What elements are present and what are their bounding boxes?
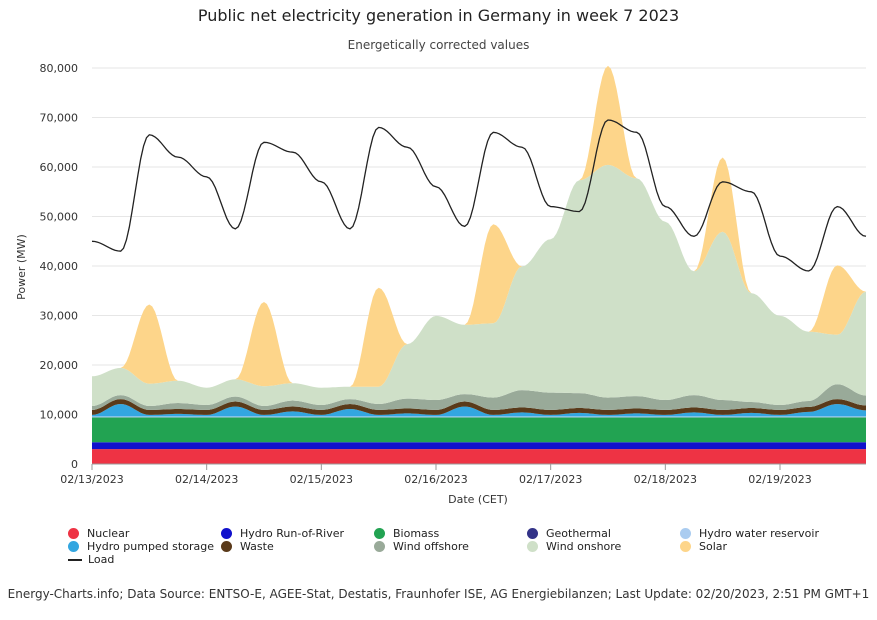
x-tick-label: 02/17/2023 [519,473,582,486]
area-waste [92,399,866,415]
legend: Nuclear Hydro Run-of-River Biomass Geoth… [68,527,868,566]
y-tick-label: 70,000 [40,112,79,125]
y-tick-label: 50,000 [40,211,79,224]
legend-geothermal[interactable]: Geothermal [527,527,680,540]
x-axis: 02/13/2023 02/14/2023 02/15/2023 02/16/2023… [60,463,866,486]
legend-biomass[interactable]: Biomass [374,527,527,540]
footer-source: Energy-Charts.info; Data Source: ENTSO-E… [7,587,870,601]
y-axis-label: Power (MW) [15,234,28,300]
stacked-areas [92,65,866,464]
y-axis: 0 10,000 20,000 30,000 40,000 50,000 60,000 70,… [40,62,79,471]
y-tick-label: 30,000 [40,310,79,323]
area-biomass [92,417,866,443]
x-axis-label: Date (CET) [448,493,508,506]
x-tick-label: 02/19/2023 [748,473,811,486]
legend-wind-onshore[interactable]: Wind onshore [527,540,680,553]
y-tick-label: 40,000 [40,260,79,273]
chart-title: Public net electricity generation in Ger… [197,6,680,25]
legend-solar[interactable]: Solar [680,540,833,553]
legend-hydro-pumped-storage[interactable]: Hydro pumped storage [68,540,221,553]
area-hydro-pumped-storage [92,404,866,417]
load-line-group [91,119,867,272]
chart-subtitle: Energetically corrected values [347,38,530,52]
area-solar [92,65,866,388]
x-tick-label: 02/15/2023 [290,473,353,486]
x-tick-label: 02/16/2023 [404,473,467,486]
legend-hydro-water-reservoir[interactable]: Hydro water reservoir [680,527,833,540]
legend-waste[interactable]: Waste [221,540,374,553]
legend-hydro-run-of-river[interactable]: Hydro Run-of-River [221,527,374,540]
load-line [91,119,867,272]
area-wind-offshore [92,384,866,410]
y-tick-label: 10,000 [40,409,79,422]
area-hydro-water-reservoir [92,416,866,418]
generation-chart: 0 10,000 20,000 30,000 40,000 50,000 60,000 70,… [15,62,867,506]
legend-wind-offshore[interactable]: Wind offshore [374,540,527,553]
x-tick-label: 02/13/2023 [60,473,123,486]
y-tick-label: 60,000 [40,161,79,174]
y-tick-label: 20,000 [40,359,79,372]
legend-load[interactable]: Load [68,553,221,566]
legend-nuclear[interactable]: Nuclear [68,527,221,540]
x-tick-label: 02/18/2023 [634,473,697,486]
area-hydro-run-of-river [92,442,866,450]
area-wind-onshore [92,164,866,406]
area-nuclear [92,449,866,464]
y-tick-label: 80,000 [40,62,79,75]
y-tick-label: 0 [71,458,78,471]
x-tick-label: 02/14/2023 [175,473,238,486]
